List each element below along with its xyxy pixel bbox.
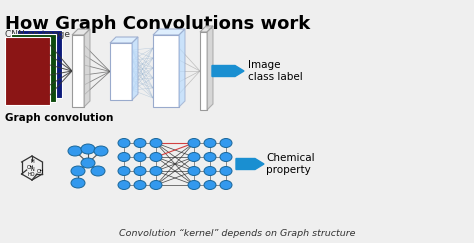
- Text: H: H: [30, 159, 34, 164]
- Ellipse shape: [150, 181, 162, 190]
- Ellipse shape: [188, 166, 200, 175]
- Text: Graph convolution: Graph convolution: [5, 113, 113, 123]
- Text: N: N: [30, 167, 34, 172]
- Polygon shape: [72, 35, 84, 107]
- Polygon shape: [153, 35, 179, 107]
- Ellipse shape: [188, 139, 200, 148]
- Polygon shape: [207, 26, 213, 110]
- Polygon shape: [17, 30, 62, 98]
- Ellipse shape: [118, 139, 130, 148]
- Ellipse shape: [134, 153, 146, 162]
- Ellipse shape: [118, 153, 130, 162]
- Ellipse shape: [204, 153, 216, 162]
- Polygon shape: [72, 29, 90, 35]
- Ellipse shape: [204, 166, 216, 175]
- Polygon shape: [200, 32, 207, 110]
- Text: How Graph Convolutions work: How Graph Convolutions work: [5, 15, 310, 33]
- Polygon shape: [110, 43, 132, 100]
- Polygon shape: [153, 29, 185, 35]
- Polygon shape: [11, 34, 56, 102]
- Ellipse shape: [81, 158, 95, 168]
- Text: Convolution “kernel” depends on Graph structure: Convolution “kernel” depends on Graph st…: [119, 228, 355, 237]
- Polygon shape: [5, 37, 50, 105]
- Ellipse shape: [134, 139, 146, 148]
- Ellipse shape: [188, 181, 200, 190]
- Ellipse shape: [118, 166, 130, 175]
- Polygon shape: [110, 37, 138, 43]
- Ellipse shape: [150, 139, 162, 148]
- Ellipse shape: [204, 139, 216, 148]
- Polygon shape: [179, 29, 185, 107]
- Polygon shape: [84, 29, 90, 107]
- Ellipse shape: [204, 181, 216, 190]
- Text: Chemical
property: Chemical property: [266, 153, 315, 175]
- Ellipse shape: [134, 181, 146, 190]
- Ellipse shape: [91, 166, 105, 176]
- Text: Image
class label: Image class label: [248, 60, 303, 82]
- Ellipse shape: [188, 153, 200, 162]
- Text: OH: OH: [27, 165, 34, 170]
- Ellipse shape: [68, 146, 82, 156]
- Ellipse shape: [150, 153, 162, 162]
- Ellipse shape: [220, 181, 232, 190]
- Text: OH: OH: [37, 169, 45, 174]
- FancyArrow shape: [236, 158, 264, 170]
- Ellipse shape: [81, 144, 95, 154]
- Ellipse shape: [71, 178, 85, 188]
- Ellipse shape: [134, 166, 146, 175]
- Ellipse shape: [94, 146, 108, 156]
- Text: HO: HO: [28, 172, 36, 176]
- Ellipse shape: [150, 166, 162, 175]
- Text: CNN on image: CNN on image: [5, 30, 70, 39]
- Ellipse shape: [220, 153, 232, 162]
- Polygon shape: [200, 26, 213, 32]
- Ellipse shape: [220, 139, 232, 148]
- Polygon shape: [132, 37, 138, 100]
- Ellipse shape: [118, 181, 130, 190]
- Ellipse shape: [71, 166, 85, 176]
- Ellipse shape: [220, 166, 232, 175]
- FancyArrow shape: [212, 66, 244, 77]
